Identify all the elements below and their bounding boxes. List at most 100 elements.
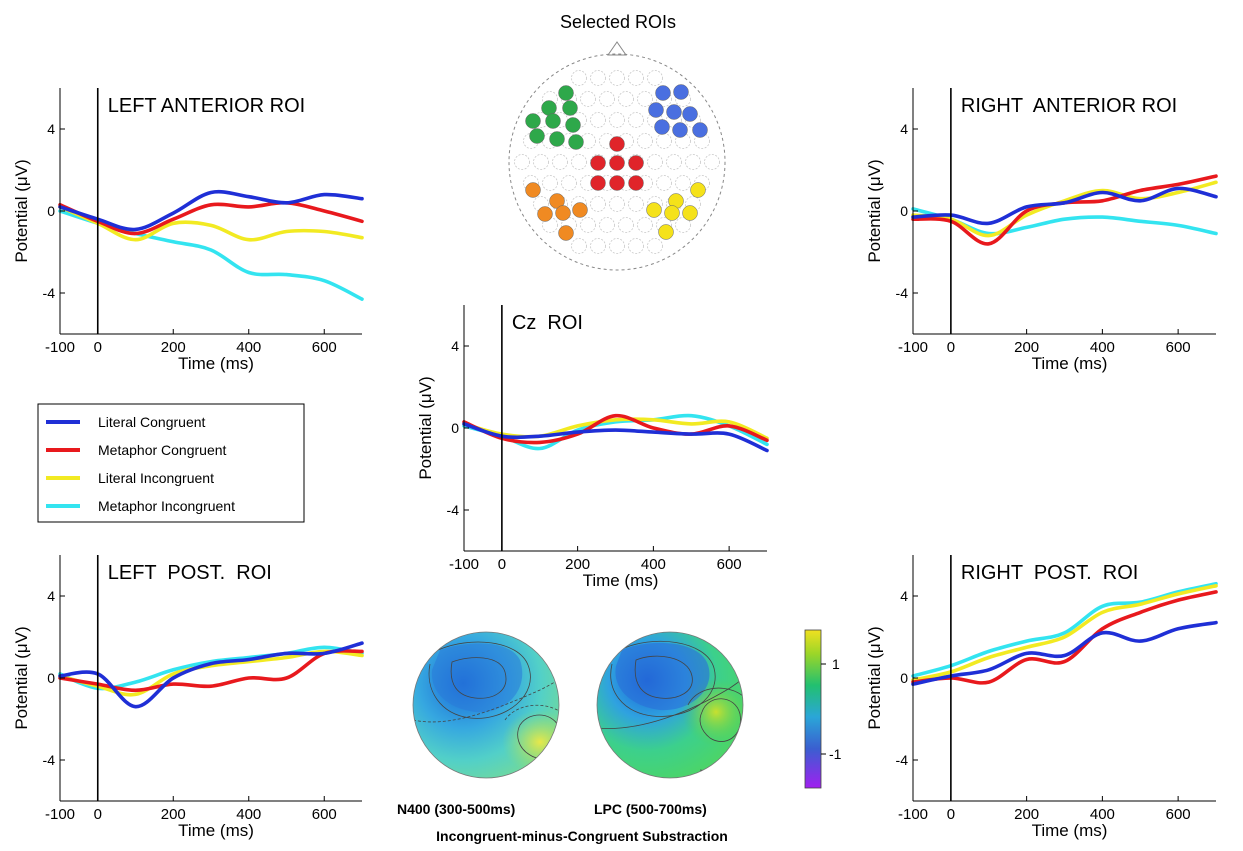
roi-electrode	[682, 106, 698, 122]
x-tick-label: 0	[947, 339, 955, 356]
x-axis-label: Time (ms)	[1032, 821, 1108, 840]
x-tick-label: 200	[1014, 806, 1039, 823]
roi-electrode	[628, 155, 644, 171]
x-tick-label: -100	[45, 806, 75, 823]
y-tick-label: 4	[47, 588, 55, 604]
roi-electrode	[666, 104, 682, 120]
roi-electrode	[690, 182, 706, 198]
roi-electrode	[549, 131, 565, 147]
x-tick-label: 0	[94, 806, 102, 823]
y-axis-label: Potential (μV)	[865, 159, 884, 262]
roi-electrode	[692, 122, 708, 138]
erp-panel-cz: 4 0 -4 -100 0 200 400 600 Time (ms) Potential (μV…	[416, 305, 769, 590]
series-line-literal-congruent	[911, 186, 1218, 226]
colorbar-gradient	[804, 629, 822, 789]
topo-caption-n400: N400 (300-500ms)	[397, 801, 515, 817]
series-line-literal-congruent	[58, 641, 364, 709]
y-tick-label: -4	[896, 752, 909, 768]
x-tick-label: -100	[898, 339, 928, 356]
x-tick-label: 400	[236, 339, 261, 356]
roi-electrode	[658, 224, 674, 240]
roi-electrode	[609, 175, 625, 191]
roi-map-title: Selected ROIs	[560, 12, 676, 32]
roi-electrode	[558, 225, 574, 241]
x-tick-label: 0	[498, 556, 506, 573]
roi-electrode	[590, 155, 606, 171]
erp-panel-right-posterior: 4 0 -4 -100 0 200 400 600 Time (ms) Potential (μV…	[865, 555, 1218, 840]
x-tick-label: 200	[1014, 339, 1039, 356]
series-line-literal-congruent	[911, 620, 1218, 686]
roi-electrode	[525, 182, 541, 198]
x-tick-label: 600	[1166, 806, 1191, 823]
panel-title: LEFT POST. ROI	[108, 562, 272, 584]
topo-caption-lpc: LPC (500-700ms)	[594, 801, 707, 817]
y-tick-label: 4	[900, 588, 908, 604]
legend-label: Literal Congruent	[98, 414, 206, 430]
roi-electrode	[572, 202, 588, 218]
topo-subtitle: Incongruent-minus-Congruent Substraction	[436, 828, 728, 844]
y-axis-label: Potential (μV)	[865, 626, 884, 729]
roi-electrode	[672, 122, 688, 138]
x-tick-label: 400	[1090, 339, 1115, 356]
y-tick-label: -4	[43, 285, 56, 301]
panel-title: Cz ROI	[512, 312, 583, 334]
roi-electrode	[541, 100, 557, 116]
y-tick-label: -4	[896, 285, 909, 301]
x-tick-label: 200	[161, 806, 186, 823]
x-axis-label: Time (ms)	[178, 821, 254, 840]
legend-label: Metaphor Congruent	[98, 442, 227, 458]
colorbar-tick-pos: 1	[832, 656, 840, 672]
y-axis-label: Potential (μV)	[12, 626, 31, 729]
x-tick-label: 400	[1090, 806, 1115, 823]
x-tick-label: 600	[717, 556, 742, 573]
series-line-metaphor-incongruent	[911, 581, 1218, 678]
series-line-metaphor-congruent	[911, 174, 1218, 246]
roi-electrode	[609, 136, 625, 152]
y-tick-label: 0	[900, 670, 908, 686]
topo-map-n400: N400 (300-500ms)	[397, 631, 560, 817]
x-tick-label: 400	[641, 556, 666, 573]
series-line-metaphor-congruent	[58, 200, 364, 236]
x-tick-label: 0	[947, 806, 955, 823]
roi-electrode	[545, 113, 561, 129]
erp-panel-right-anterior: 4 0 -4 -100 0 200 400 600 Time (ms) Potential (μV…	[865, 88, 1218, 373]
x-tick-label: 0	[94, 339, 102, 356]
roi-electrode	[537, 206, 553, 222]
roi-electrode	[529, 128, 545, 144]
y-tick-label: 0	[451, 420, 459, 436]
y-tick-label: -4	[447, 502, 460, 518]
x-axis-label: Time (ms)	[583, 571, 659, 590]
y-tick-label: 0	[47, 203, 55, 219]
x-tick-label: -100	[449, 556, 479, 573]
x-axis-label: Time (ms)	[1032, 354, 1108, 373]
head-outline	[508, 53, 726, 271]
roi-electrode	[654, 119, 670, 135]
series-line-literal-congruent	[58, 189, 364, 232]
roi-electrode	[628, 175, 644, 191]
colorbar-tick-neg: -1	[829, 746, 842, 762]
legend-box	[37, 403, 305, 523]
roi-electrode	[682, 205, 698, 221]
x-tick-label: 400	[236, 806, 261, 823]
y-axis-label: Potential (μV)	[416, 376, 435, 479]
y-axis-label: Potential (μV)	[12, 159, 31, 262]
roi-electrode	[565, 117, 581, 133]
topo-map-lpc: LPC (500-700ms)	[594, 631, 744, 817]
roi-electrode	[646, 202, 662, 218]
roi-electrode	[555, 205, 571, 221]
series-line-literal-incongruent	[911, 180, 1218, 238]
roi-electrode	[648, 102, 664, 118]
x-tick-label: -100	[45, 339, 75, 356]
x-tick-label: 200	[161, 339, 186, 356]
colorbar: 1 -1	[804, 629, 842, 789]
roi-electrode	[673, 84, 689, 100]
nose-marker	[607, 41, 627, 56]
panel-title: RIGHT POST. ROI	[961, 562, 1138, 584]
y-tick-label: 0	[47, 670, 55, 686]
erp-panel-left-posterior: 4 0 -4 -100 0 200 400 600 Time (ms) Potential (μV…	[12, 555, 364, 840]
roi-electrode	[609, 155, 625, 171]
series-line-literal-incongruent	[911, 584, 1218, 682]
panel-title: LEFT ANTERIOR ROI	[108, 95, 305, 117]
x-tick-label: 200	[565, 556, 590, 573]
y-tick-label: 4	[47, 121, 55, 137]
